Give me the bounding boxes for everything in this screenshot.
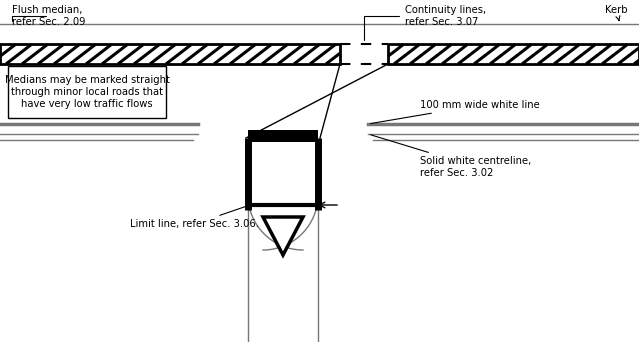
Text: Medians may be marked straight
through minor local roads that
have very low traf: Medians may be marked straight through m… xyxy=(4,75,169,109)
Polygon shape xyxy=(263,217,303,255)
Text: Flush median,
refer Sec. 2.09: Flush median, refer Sec. 2.09 xyxy=(12,5,86,27)
Text: Solid white centreline,
refer Sec. 3.02: Solid white centreline, refer Sec. 3.02 xyxy=(371,135,531,177)
Bar xyxy=(388,44,639,64)
Bar xyxy=(8,66,166,118)
Bar xyxy=(248,130,318,142)
Bar xyxy=(0,44,340,64)
Bar xyxy=(388,44,639,64)
Text: Continuity lines,
refer Sec. 3.07: Continuity lines, refer Sec. 3.07 xyxy=(364,5,486,40)
Text: 100 mm wide white line: 100 mm wide white line xyxy=(371,100,540,123)
Text: Kerb: Kerb xyxy=(605,5,627,21)
Bar xyxy=(0,44,340,64)
Text: Limit line, refer Sec. 3.06.: Limit line, refer Sec. 3.06. xyxy=(130,206,259,229)
